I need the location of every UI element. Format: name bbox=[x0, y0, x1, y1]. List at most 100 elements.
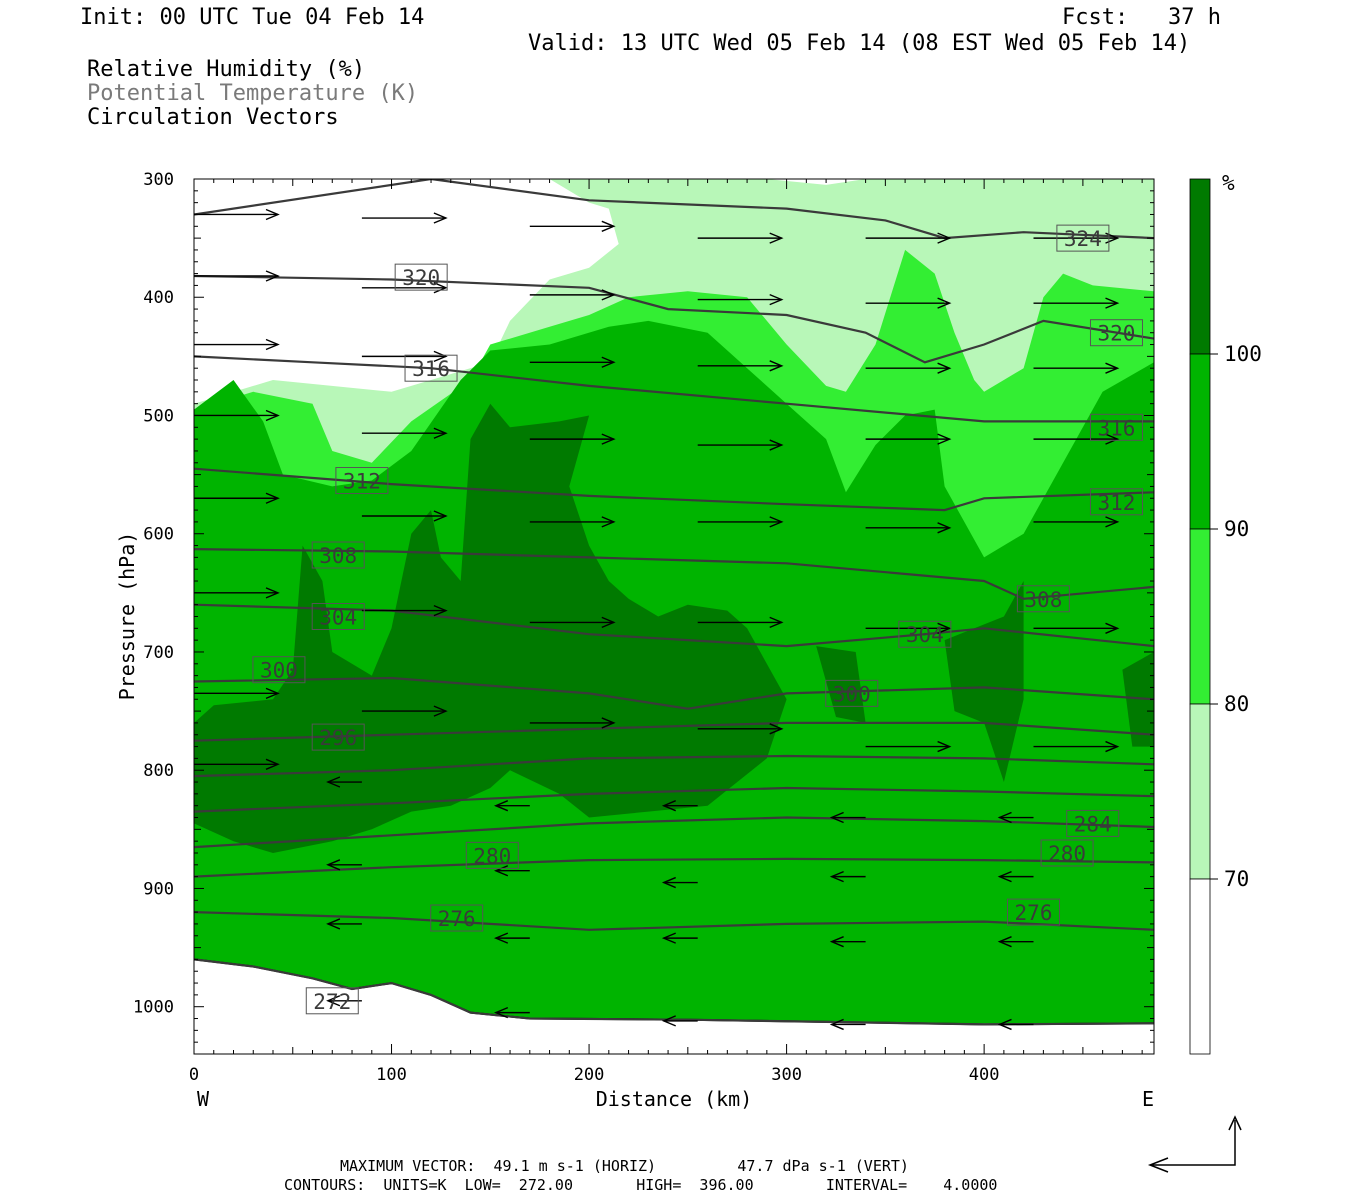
colorbar-level-label: 70 bbox=[1224, 867, 1249, 891]
rh-100-region bbox=[1122, 652, 1154, 747]
circulation-vector bbox=[697, 723, 784, 735]
circulation-vector bbox=[1033, 362, 1120, 374]
circulation-vector bbox=[865, 433, 952, 445]
circulation-vector bbox=[697, 232, 784, 244]
circulation-vector bbox=[194, 758, 280, 770]
colorbar-level-label: 80 bbox=[1224, 692, 1249, 716]
contour-label: 312 bbox=[1089, 488, 1143, 516]
svg-text:308: 308 bbox=[319, 544, 357, 568]
svg-text:308: 308 bbox=[1024, 588, 1062, 612]
svg-text:284: 284 bbox=[1074, 812, 1112, 836]
theta-contour-324 bbox=[194, 179, 1154, 240]
svg-text:312: 312 bbox=[343, 470, 381, 494]
circulation-vector bbox=[194, 409, 280, 422]
circulation-vector bbox=[697, 516, 784, 528]
potential-temperature-contours bbox=[194, 179, 1154, 1026]
circulation-vector bbox=[529, 433, 616, 445]
axis-ticks bbox=[193, 178, 1154, 1055]
theta-contour-316 bbox=[194, 355, 1154, 423]
svg-text:304: 304 bbox=[906, 623, 944, 647]
rh-100-region bbox=[194, 403, 787, 853]
circulation-vector bbox=[160, 842, 194, 852]
contour-label: 312 bbox=[335, 467, 389, 495]
circulation-vector bbox=[194, 492, 280, 504]
theta-contour-320 bbox=[194, 274, 1154, 364]
theta-contour-272 bbox=[194, 958, 1154, 1026]
circulation-vector bbox=[997, 870, 1034, 883]
svg-text:320: 320 bbox=[1098, 322, 1136, 346]
x-axis-title: Distance (km) bbox=[596, 1087, 753, 1111]
circulation-vector bbox=[194, 270, 280, 282]
colorbar-segment bbox=[1189, 528, 1211, 705]
circulation-vector bbox=[529, 220, 616, 232]
east-label: E bbox=[1142, 1087, 1154, 1111]
y-tick-label: 500 bbox=[143, 406, 174, 426]
colorbar: 100 90 80 70% bbox=[1189, 171, 1262, 1055]
contour-label: 316 bbox=[1089, 413, 1143, 441]
colorbar-segment bbox=[1189, 353, 1211, 530]
contour-label: 284 bbox=[1066, 809, 1120, 837]
circulation-vector bbox=[194, 338, 280, 351]
circulation-vector bbox=[865, 740, 952, 753]
theta-contour-284 bbox=[194, 816, 1154, 849]
max-vector-note: MAXIMUM VECTOR: 49.1 m s-1 (HORIZ) 47.7 … bbox=[340, 1157, 909, 1175]
circulation-vector bbox=[697, 616, 784, 629]
circulation-vector bbox=[865, 232, 952, 244]
contour-label: 304 bbox=[898, 620, 952, 648]
svg-text:280: 280 bbox=[473, 844, 511, 868]
y-tick-label: 600 bbox=[143, 525, 174, 545]
circulation-vector bbox=[529, 717, 616, 729]
circulation-vector bbox=[361, 427, 448, 439]
circulation-vector bbox=[160, 907, 194, 917]
svg-text:316: 316 bbox=[412, 357, 450, 381]
contour-labels: 324 320 320 316 316 312 312 308 308 304 304 300 300 2… bbox=[252, 224, 1143, 1015]
circulation-vector bbox=[529, 616, 616, 629]
circulation-vector bbox=[194, 587, 280, 599]
circulation-vector bbox=[997, 936, 1034, 948]
circulation-vector bbox=[529, 289, 616, 301]
circulation-vector bbox=[697, 293, 784, 306]
x-tick-label: 300 bbox=[771, 1065, 802, 1085]
colorbar-level-label: 90 bbox=[1224, 517, 1249, 541]
y-tick-label: 700 bbox=[143, 643, 174, 663]
svg-text:320: 320 bbox=[402, 266, 440, 290]
circulation-vector bbox=[361, 282, 448, 294]
circulation-vector bbox=[361, 350, 448, 363]
svg-text:324: 324 bbox=[1064, 227, 1102, 251]
max-vector-scale-arrows bbox=[1147, 1115, 1242, 1173]
x-tick-label: 400 bbox=[969, 1065, 1000, 1085]
colorbar-segment bbox=[1189, 878, 1211, 1055]
contour-label: 272 bbox=[305, 987, 359, 1015]
contour-label: 304 bbox=[311, 603, 365, 630]
circulation-vector bbox=[529, 516, 616, 528]
theta-contour-312 bbox=[194, 467, 1154, 512]
circulation-vector bbox=[1033, 433, 1120, 445]
circulation-vector bbox=[326, 776, 362, 788]
svg-text:296: 296 bbox=[319, 726, 357, 750]
circulation-vectors bbox=[160, 208, 1120, 1031]
svg-text:304: 304 bbox=[319, 606, 357, 630]
circulation-vector bbox=[194, 687, 280, 700]
theta-contour-300 bbox=[194, 676, 1154, 710]
plot-area: 324 320 320 316 316 312 312 308 308 304 304 300 300 2… bbox=[160, 178, 1155, 1055]
contour-label: 324 bbox=[1056, 224, 1110, 252]
circulation-vector bbox=[661, 1015, 698, 1027]
circulation-vector bbox=[865, 297, 952, 309]
theta-contour-296 bbox=[194, 721, 1154, 742]
y-tick-label: 800 bbox=[143, 761, 174, 781]
init-time: Init: 00 UTC Tue 04 Feb 14 bbox=[80, 5, 425, 30]
colorbar-unit: % bbox=[1222, 171, 1235, 195]
svg-text:312: 312 bbox=[1098, 491, 1136, 515]
contour-label: 320 bbox=[1089, 319, 1143, 347]
contour-label: 320 bbox=[394, 263, 448, 291]
circulation-vector bbox=[997, 811, 1034, 824]
contour-label: 308 bbox=[311, 541, 365, 569]
circulation-vector bbox=[1033, 740, 1120, 753]
svg-text:316: 316 bbox=[1098, 416, 1136, 440]
contour-label: 300 bbox=[825, 679, 879, 707]
circulation-vector bbox=[361, 705, 448, 717]
circulation-vector bbox=[361, 510, 448, 522]
circulation-vector bbox=[326, 995, 362, 1007]
circulation-vector bbox=[1033, 297, 1120, 309]
